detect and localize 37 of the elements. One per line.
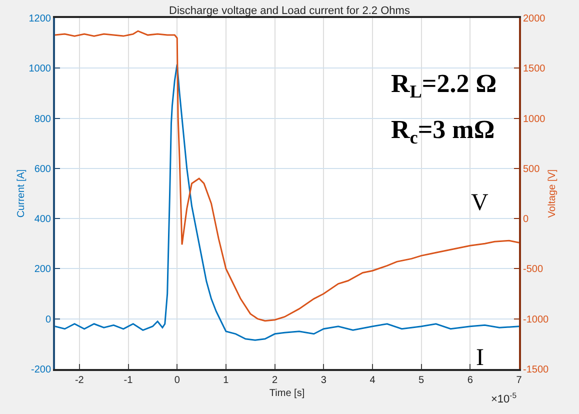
text: ×10$^{-5}$: [491, 391, 517, 406]
y2-axis-title: Voltage [V]: [547, 169, 558, 218]
y-axis-title: Current [A]: [16, 169, 27, 218]
annotation: R$_{L}$=2.2 Ω: [391, 69, 497, 102]
x-tick-label: 7: [516, 375, 522, 386]
y-tick-label: 1000: [28, 64, 52, 75]
annotation: R$_{c}$=3 mΩ: [391, 115, 495, 148]
x-tick-label: 3: [320, 375, 327, 386]
y2-tick-label: 2000: [523, 14, 546, 24]
y2-tick-label: -1000: [523, 314, 550, 326]
line-series: [55, 64, 519, 341]
y-tick-label: 0: [45, 314, 52, 326]
y-tick-label: 1200: [28, 14, 52, 24]
y2-tick-label: 500: [523, 164, 540, 175]
y2-tick-label: -500: [523, 264, 544, 276]
y-tick-label: 200: [34, 264, 52, 276]
y2-tick-label: -1500: [523, 364, 550, 376]
x-tick-label: 5: [418, 375, 425, 386]
x-axis-title: Time [s]: [269, 388, 305, 399]
x-tick-label: 6: [467, 375, 474, 386]
x-tick-label: -2: [74, 375, 84, 386]
series-label: V: [471, 190, 489, 216]
y-tick-label: 400: [34, 214, 52, 226]
y2-tick-label: 1500: [523, 64, 546, 75]
series-label: I: [476, 345, 484, 371]
x-tick-label: -1: [124, 375, 134, 386]
y-tick-label: 800: [34, 114, 52, 125]
y2-tick-label: 1000: [523, 114, 546, 125]
x-tick-label: 2: [272, 375, 278, 386]
y-tick-label: -200: [30, 364, 52, 376]
x-tick-label: 4: [370, 375, 376, 386]
chart-title: Discharge voltage and Load current for 2.2 Ohms: [169, 4, 410, 17]
line-series: [55, 30, 519, 322]
x-tick-label: 0: [174, 375, 180, 386]
x-tick-label: 1: [223, 375, 230, 386]
y2-tick-label: 0: [523, 214, 529, 226]
y-tick-label: 600: [34, 164, 52, 175]
